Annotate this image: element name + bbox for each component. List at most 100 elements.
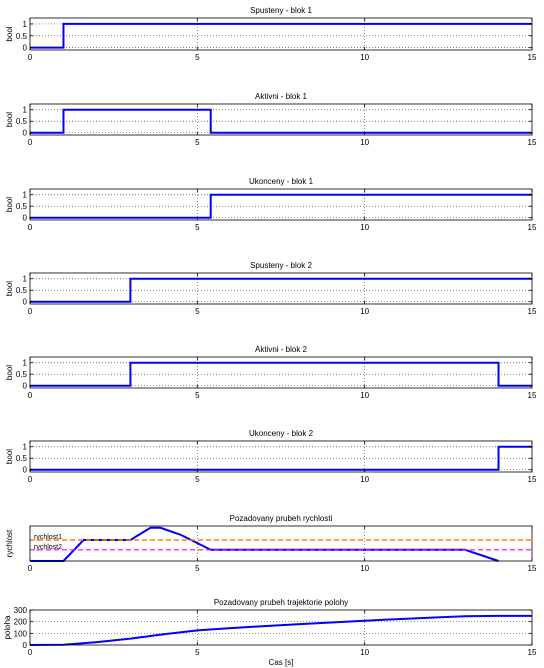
y-tick-label: 0 (23, 641, 28, 650)
chart-title: Spusteny - blok 2 (250, 261, 312, 270)
axes-frame (29, 525, 533, 562)
x-tick-label: 10 (360, 564, 369, 573)
x-tick-label: 10 (360, 223, 369, 232)
plot-area (30, 104, 532, 135)
y-tick-label: 0 (23, 298, 28, 307)
x-tick-label: 15 (528, 475, 537, 484)
x-tick-label: 15 (528, 223, 537, 232)
x-tick-label: 5 (195, 138, 200, 147)
chart-title: Aktivni - blok 2 (255, 345, 308, 354)
chart-panel-5: 0 5 10 15 0 0.5 1 Aktivni - blok 2 bool (5, 345, 537, 400)
y-axis-label: bool (5, 449, 14, 464)
y-tick-label: 0 (23, 466, 28, 475)
plot-area (30, 273, 532, 304)
x-tick-label: 0 (28, 648, 33, 657)
axes-frame (29, 188, 533, 221)
plot-area (30, 610, 532, 645)
chart-panel-2: 0 5 10 15 0 0.5 1 Aktivni - blok 1 bool (5, 92, 537, 147)
x-tick-label: 10 (360, 53, 369, 62)
y-axis-label: rychlost (5, 529, 14, 557)
chart-title: Pozadovany prubeh trajektorie polohy (214, 598, 348, 607)
series-line (30, 361, 532, 387)
y-tick-label: 0.5 (16, 454, 28, 463)
x-tick-label: 5 (195, 648, 200, 657)
y-tick-label: 300 (14, 606, 28, 615)
y-tick-label: 100 (14, 629, 28, 638)
series-line (30, 277, 532, 303)
plot-area (30, 189, 532, 220)
chart-title: Spusteny - blok 1 (250, 6, 312, 15)
y-tick-label: 0 (23, 214, 28, 223)
y-axis-label: bool (5, 197, 14, 212)
y-tick-label: 1 (23, 106, 28, 115)
chart-panel-3: 0 5 10 15 0 0.5 1 Ukonceny - blok 1 bool (5, 177, 537, 232)
y-tick-label: 0 (23, 129, 28, 138)
axes-frame (29, 17, 533, 51)
axes-frame (29, 103, 533, 136)
y-axis-label: poloha (3, 615, 12, 640)
annotation-rychlost1: rychlost1 (34, 534, 62, 541)
y-tick-label: 0.5 (16, 202, 28, 211)
series-line (29, 614, 532, 646)
x-tick-label: 0 (28, 138, 33, 147)
y-tick-label: 0 (23, 382, 28, 391)
series-line (30, 445, 532, 471)
x-tick-label: 0 (28, 53, 33, 62)
y-tick-label: 200 (14, 618, 28, 627)
series-line (30, 22, 532, 49)
y-tick-label: 1 (23, 191, 28, 200)
y-axis-label: bool (5, 365, 14, 380)
y-tick-label: 0.5 (16, 370, 28, 379)
annotation-rychlost2: rychlost2 (34, 544, 62, 551)
chart-title: Ukonceny - blok 2 (249, 429, 314, 438)
x-tick-label: 10 (360, 475, 369, 484)
y-tick-label: 1 (23, 20, 28, 29)
y-axis-label: bool (5, 281, 14, 296)
y-tick-label: 1 (23, 275, 28, 284)
x-tick-label: 15 (528, 648, 537, 657)
x-tick-label: 5 (195, 564, 200, 573)
y-axis-label: bool (5, 26, 14, 41)
y-tick-label: 0 (23, 44, 28, 53)
x-axis-label: Cas [s] (269, 658, 294, 667)
x-tick-label: 0 (28, 223, 33, 232)
x-tick-label: 5 (195, 475, 200, 484)
x-tick-label: 15 (528, 391, 537, 400)
plot-area (30, 18, 532, 50)
x-tick-label: 15 (528, 564, 537, 573)
axes-frame (29, 609, 533, 646)
x-tick-label: 0 (28, 391, 33, 400)
plot-area (30, 357, 532, 388)
axes-frame (29, 272, 533, 305)
chart-panel-8: 0 5 10 15 0 100 200 300 Pozadovany prubeh trajek… (3, 598, 537, 667)
x-tick-label: 5 (195, 307, 200, 316)
chart-panel-1: 0 5 10 15 0 0.5 1 Spusteny - blok 1 bool (5, 6, 537, 62)
chart-panel-7: 0 5 10 15 Pozadovany prubeh rychlosti rychlos… (5, 514, 537, 573)
series-line (30, 108, 532, 134)
x-tick-label: 5 (195, 391, 200, 400)
y-tick-label: 0.5 (16, 286, 28, 295)
plot-area (30, 526, 532, 561)
chart-panel-4: 0 5 10 15 0 0.5 1 Spusteny - blok 2 bool (5, 261, 537, 316)
x-tick-label: 10 (360, 391, 369, 400)
x-tick-label: 5 (195, 223, 200, 232)
x-tick-label: 15 (528, 138, 537, 147)
x-tick-label: 10 (360, 648, 369, 657)
series-line (30, 193, 532, 219)
y-tick-label: 0.5 (16, 32, 28, 41)
x-tick-label: 0 (28, 564, 33, 573)
axes-frame (29, 356, 533, 389)
x-tick-label: 10 (360, 307, 369, 316)
x-tick-label: 0 (28, 475, 33, 484)
y-tick-label: 0.5 (16, 117, 28, 126)
x-tick-label: 15 (528, 53, 537, 62)
axes-frame (29, 440, 533, 473)
plot-area (30, 441, 532, 472)
x-tick-label: 10 (360, 138, 369, 147)
y-tick-label: 1 (23, 359, 28, 368)
y-axis-label: bool (5, 112, 14, 127)
x-tick-label: 0 (28, 307, 33, 316)
chart-title: Pozadovany prubeh rychlosti (230, 514, 333, 523)
